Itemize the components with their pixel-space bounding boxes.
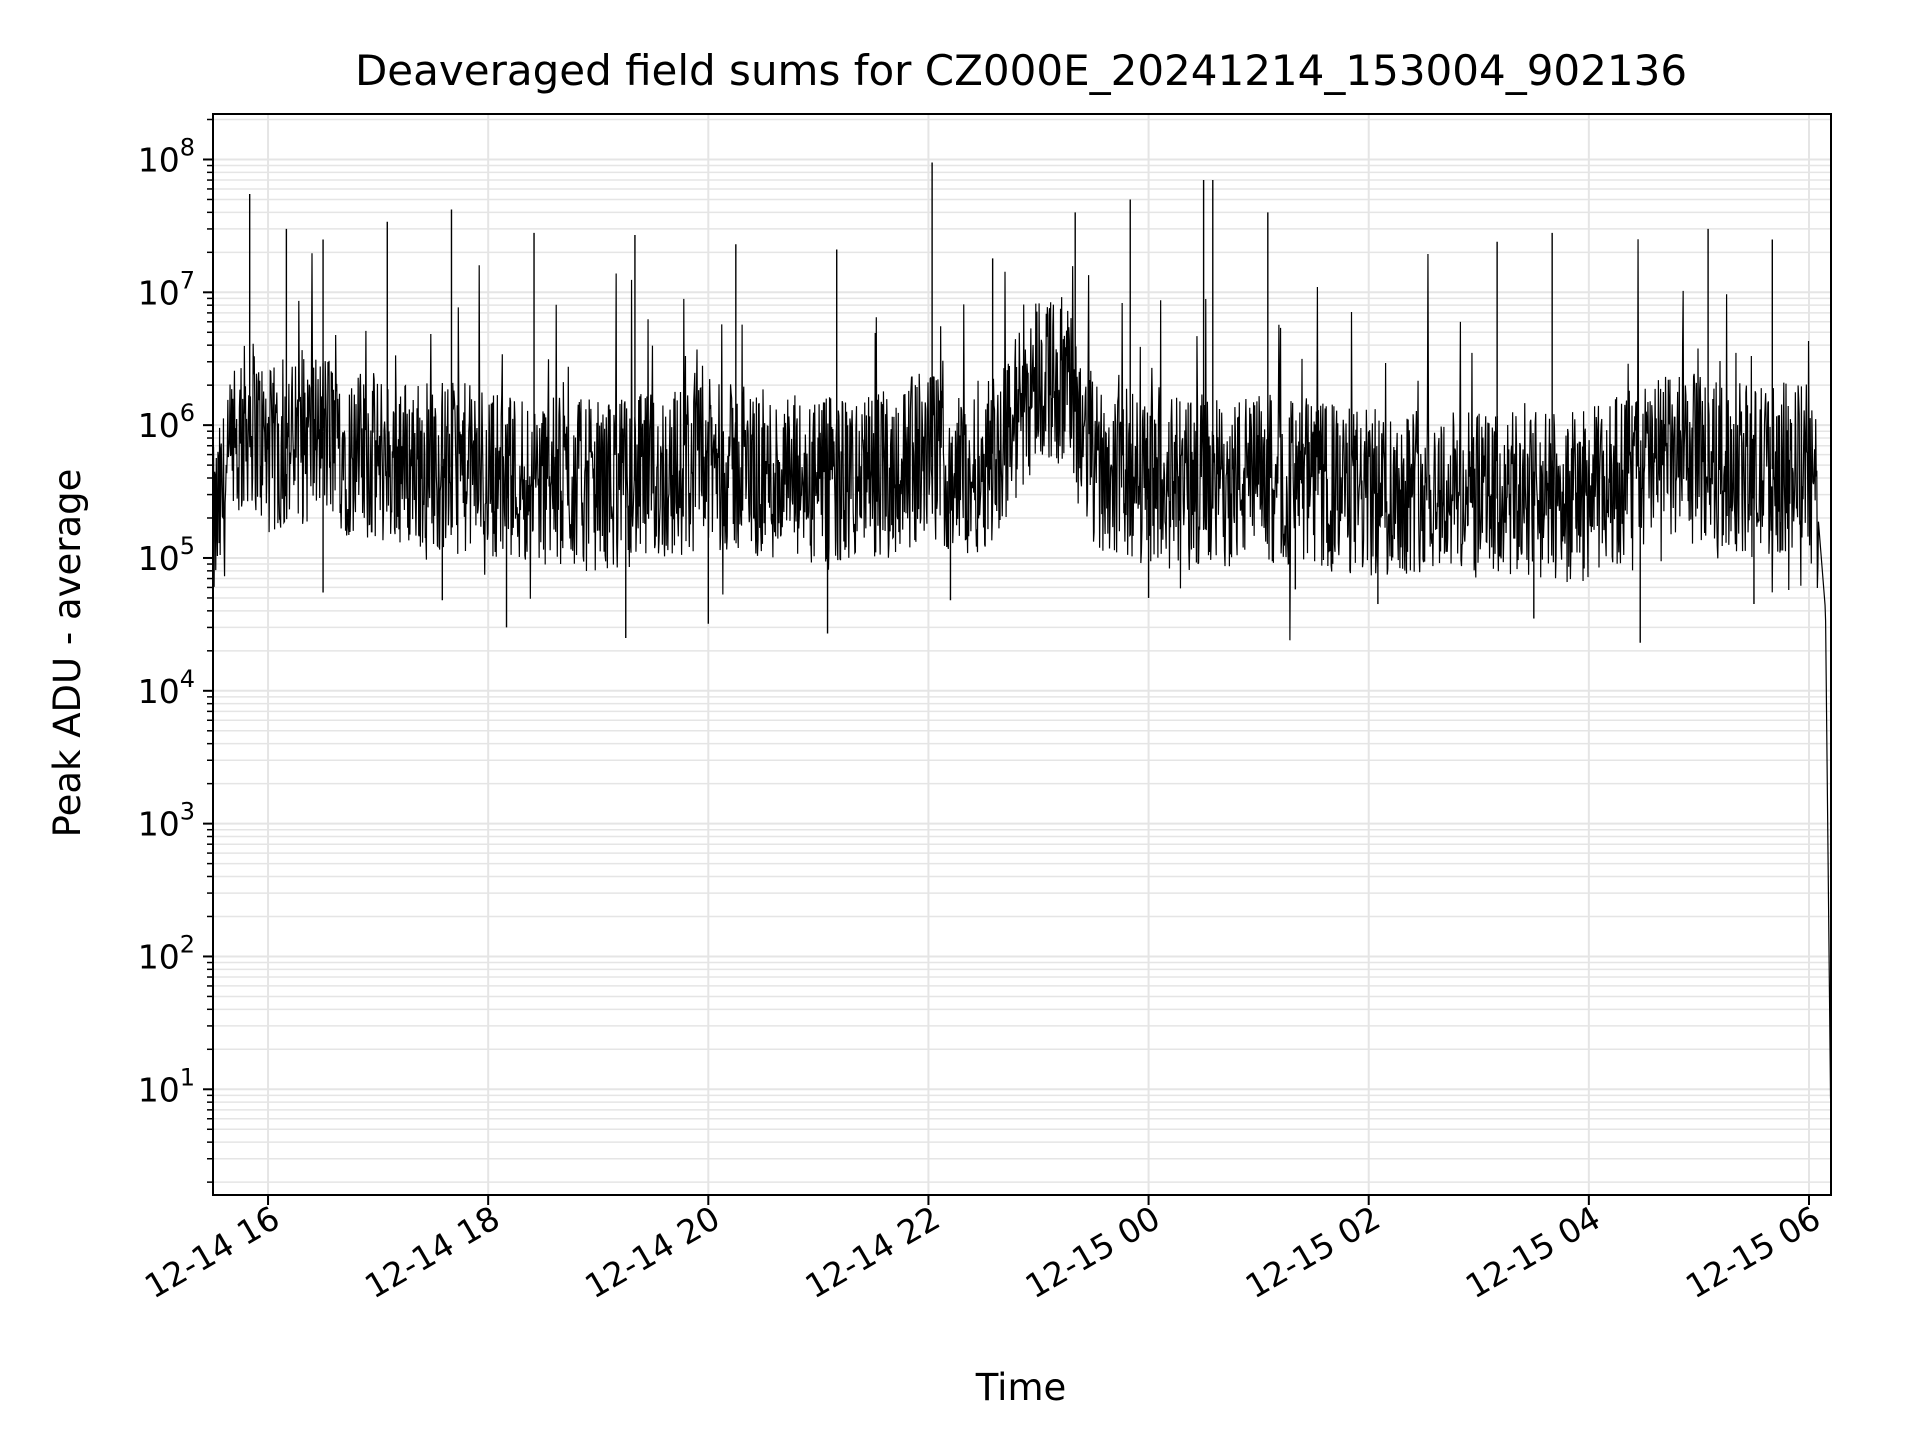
y-tick-label: 105 (138, 532, 195, 578)
y-tick-label: 107 (138, 266, 195, 312)
y-tick-label: 103 (138, 798, 195, 844)
data-line (213, 162, 1831, 1099)
chart-title: Deaveraged field sums for CZ000E_2024121… (355, 46, 1687, 95)
y-tick-label: 102 (138, 930, 195, 976)
plot-area-frame (212, 113, 1832, 1196)
y-axis-label: Peak ADU - average (46, 469, 89, 838)
y-tick-label: 108 (138, 133, 195, 179)
y-tick-label: 104 (138, 665, 195, 711)
series-line (213, 239, 1831, 1099)
y-tick-label: 106 (138, 399, 195, 445)
y-tick-label: 101 (138, 1063, 195, 1109)
y-axis-ticks: 101 102 103 104 105 106 107 108 (138, 118, 213, 1183)
grid-lines (213, 114, 1831, 1195)
x-axis-label: Time (975, 1366, 1067, 1409)
